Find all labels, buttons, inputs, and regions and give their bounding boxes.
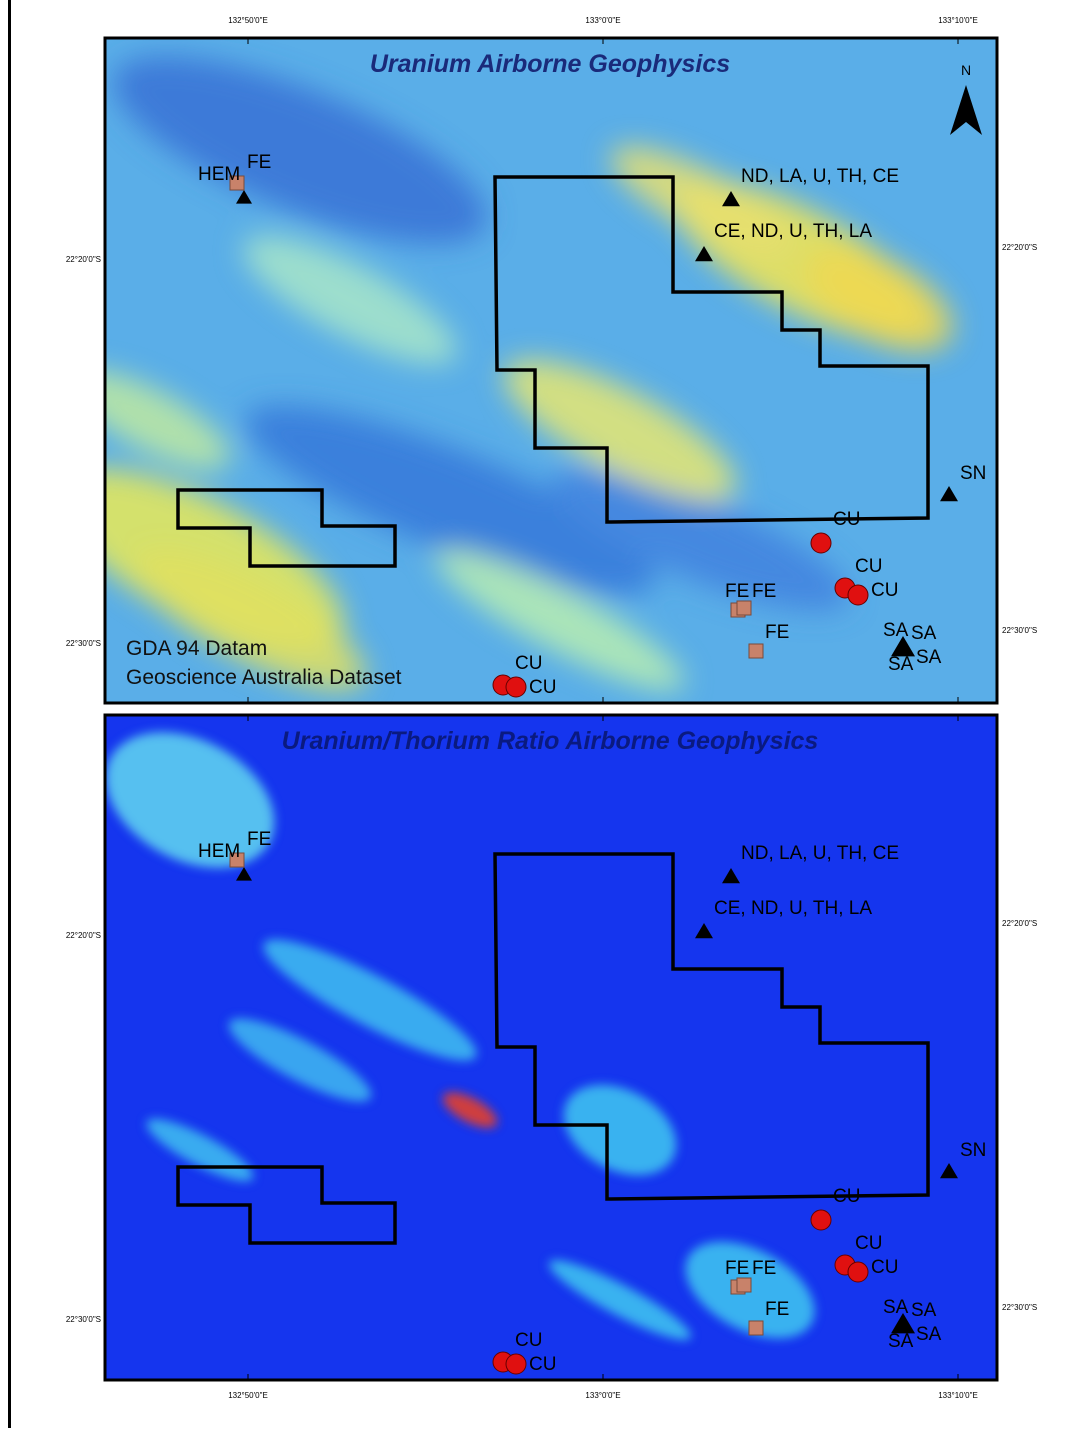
- longitude-label: 133°10'0"E: [938, 1391, 978, 1400]
- occurrence-label: ND, LA, U, TH, CE: [741, 843, 899, 864]
- longitude-label: 132°50'0"E: [228, 16, 268, 25]
- occurrence-label: FE: [247, 829, 271, 850]
- latitude-label: 22°30'0"S: [1002, 626, 1037, 635]
- map-figure: 132°50'0"E 132°50'0"E 133°0'0"E 133°0'0"E 13…: [0, 0, 1077, 1428]
- latitude-label: 22°20'0"S: [1002, 243, 1037, 252]
- occurrence-label: CU: [833, 509, 860, 530]
- map-note: Geoscience Australia Dataset: [126, 666, 402, 689]
- longitude-label: 133°10'0"E: [938, 16, 978, 25]
- occurrence-label: CU: [855, 1233, 882, 1254]
- latitude-label: 22°30'0"S: [66, 1315, 101, 1324]
- occurrence-label: SN: [960, 1140, 986, 1161]
- occurrence-label: HEM: [198, 164, 240, 185]
- latitude-label: 22°20'0"S: [66, 931, 101, 940]
- longitude-label: 133°0'0"E: [585, 16, 620, 25]
- occurrence-label: SA: [888, 1331, 914, 1352]
- occurrence-label: CU: [871, 580, 898, 601]
- occurrence-label: FE: [247, 152, 271, 173]
- map-note: GDA 94 Datam: [126, 637, 267, 660]
- occurrence-label: SA: [883, 1297, 909, 1318]
- panel-title: Uranium Airborne Geophysics: [370, 50, 730, 78]
- occurrence-circle: [811, 533, 831, 553]
- occurrence-label: FE: [752, 1258, 776, 1279]
- occurrence-label: CU: [871, 1257, 898, 1278]
- occurrence-label: SA: [911, 1300, 937, 1321]
- occurrence-label: FE: [752, 581, 776, 602]
- map-panel: [31, 19, 997, 716]
- occurrence-circle: [848, 1262, 868, 1282]
- latitude-label: 22°20'0"S: [66, 255, 101, 264]
- panel-title: Uranium/Thorium Ratio Airborne Geophysic…: [282, 727, 819, 755]
- occurrence-square: [749, 644, 763, 658]
- occurrence-label: CU: [855, 556, 882, 577]
- occurrence-label: SA: [888, 654, 914, 675]
- occurrence-label: CU: [529, 1354, 556, 1375]
- occurrence-label: FE: [765, 622, 789, 643]
- occurrence-label: CU: [529, 677, 556, 698]
- occurrence-circle: [506, 1354, 526, 1374]
- occurrence-circle: [811, 1210, 831, 1230]
- occurrence-label: SA: [911, 623, 937, 644]
- occurrence-label: SN: [960, 463, 986, 484]
- occurrence-label: SA: [883, 620, 909, 641]
- occurrence-label: FE: [725, 581, 749, 602]
- latitude-label: 22°20'0"S: [1002, 919, 1037, 928]
- occurrence-circle: [506, 677, 526, 697]
- occurrence-label: SA: [916, 1324, 942, 1345]
- occurrence-label: FE: [725, 1258, 749, 1279]
- occurrence-label: CU: [833, 1186, 860, 1207]
- longitude-label: 133°0'0"E: [585, 1391, 620, 1400]
- occurrence-label: FE: [765, 1299, 789, 1320]
- north-label: N: [961, 62, 971, 78]
- occurrence-square: [749, 1321, 763, 1335]
- occurrence-label: CE, ND, U, TH, LA: [714, 898, 872, 919]
- latitude-label: 22°30'0"S: [66, 639, 101, 648]
- occurrence-label: HEM: [198, 841, 240, 862]
- occurrence-label: CU: [515, 1330, 542, 1351]
- latitude-label: 22°30'0"S: [1002, 1303, 1037, 1312]
- occurrence-square: [737, 1278, 751, 1292]
- occurrence-label: CE, ND, U, TH, LA: [714, 221, 872, 242]
- left-border: [8, 0, 11, 1428]
- occurrence-label: SA: [916, 647, 942, 668]
- longitude-label: 132°50'0"E: [228, 1391, 268, 1400]
- occurrence-square: [737, 601, 751, 615]
- occurrence-label: ND, LA, U, TH, CE: [741, 166, 899, 187]
- occurrence-circle: [848, 585, 868, 605]
- occurrence-label: CU: [515, 653, 542, 674]
